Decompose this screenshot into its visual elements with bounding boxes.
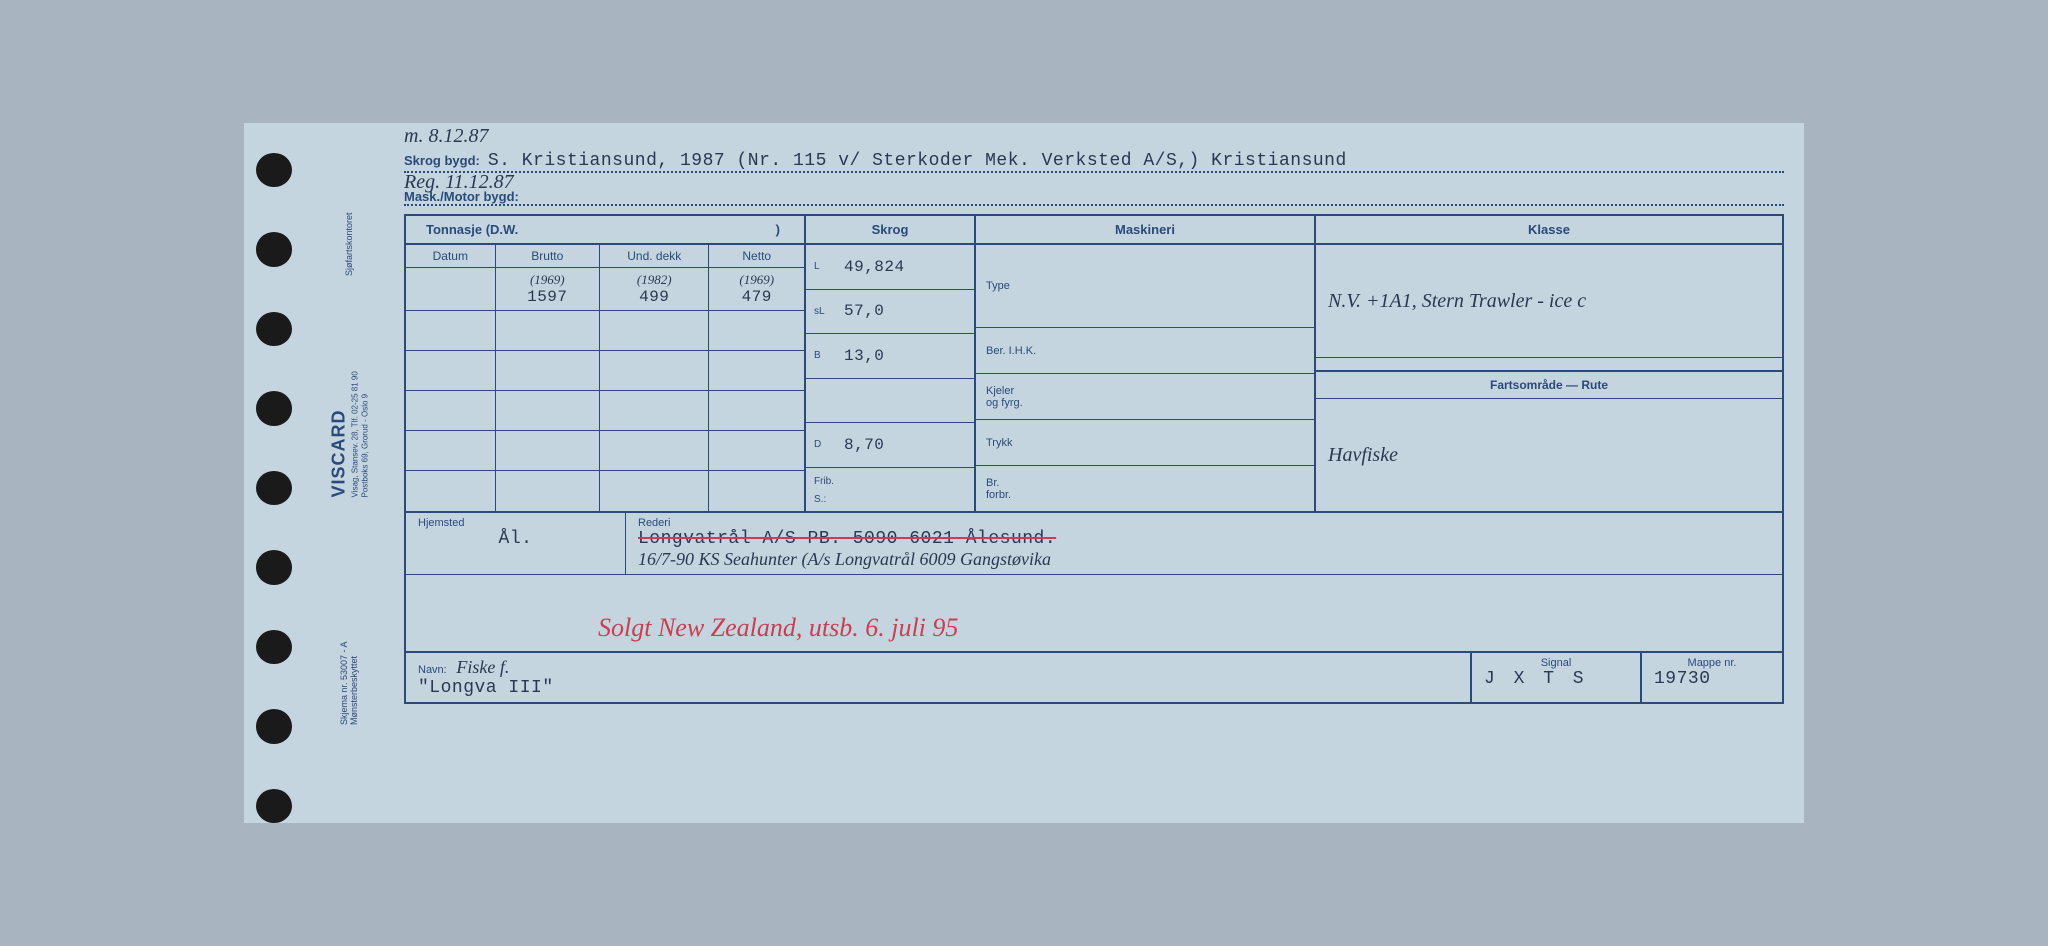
table-header: Tonnasje (D.W. ) Skrog Maskineri Klasse	[406, 216, 1782, 245]
viscard-logo: VISCARD Visag, Stansev. 28, Tlf. 02-25 8…	[329, 438, 370, 498]
hole	[256, 471, 292, 505]
skrog-block: L 49,824 sL 57,0 B 13,0 D 8,70	[806, 245, 976, 511]
mappe-cell: Mappe nr. 19730	[1642, 653, 1782, 702]
navn-cell: Navn: Fiske f. "Longva III"	[406, 653, 1472, 702]
th-maskineri: Maskineri	[976, 216, 1316, 243]
klasse-value-row: N.V. +1A1, Stern Trawler - ice c	[1316, 245, 1782, 358]
hjem-row: Hjemsted Ål. Rederi Longvatrål A/S PB. 5…	[406, 513, 1782, 575]
skrog-L: L 49,824	[806, 245, 974, 290]
punch-holes	[244, 123, 304, 823]
note-reg: Reg. 11.12.87	[404, 171, 514, 194]
rederi-new: 16/7-90 KS Seahunter (A/s Longvatrål 600…	[638, 549, 1770, 570]
hole	[256, 630, 292, 664]
skrog-D: D 8,70	[806, 423, 974, 468]
mask-br: Br. forbr.	[976, 466, 1314, 511]
skrog-frib: Frib. S.:	[806, 468, 974, 512]
th-skrog: Skrog	[806, 216, 976, 243]
klasse-value: N.V. +1A1, Stern Trawler - ice c	[1328, 290, 1586, 313]
mask-bygd-line: Mask./Motor bygd:	[404, 173, 1784, 206]
header-section: m. 8.12.87 Skrog bygd: S. Kristiansund, …	[404, 133, 1784, 206]
cell-brutto: (1969) 1597	[496, 268, 600, 310]
skrog-sL: sL 57,0	[806, 290, 974, 335]
signal-cell: Signal J X T S	[1472, 653, 1642, 702]
hjemsted-cell: Hjemsted Ål.	[406, 513, 626, 574]
cell-und: (1982) 499	[600, 268, 709, 310]
tonnasje-row-empty	[406, 391, 804, 431]
cell-netto: (1969) 479	[709, 268, 804, 310]
navn-prefix: Fiske f.	[456, 657, 509, 677]
tonnasje-row-empty	[406, 471, 804, 511]
tonnasje-row: (1969) 1597 (1982) 499 (1969) 479	[406, 268, 804, 311]
tonnasje-row-empty	[406, 431, 804, 471]
skrog-empty	[806, 379, 974, 424]
navn-value: "Longva III"	[418, 678, 1458, 698]
hjem-section: Hjemsted Ål. Rederi Longvatrål A/S PB. 5…	[404, 513, 1784, 653]
th-tonnasje: Tonnasje (D.W. )	[406, 216, 806, 243]
side-top-text: Sjøfartskontoret	[344, 216, 354, 276]
hole	[256, 153, 292, 187]
mappe-value: 19730	[1654, 669, 1770, 689]
hole	[256, 232, 292, 266]
tonnasje-subheader: Datum Brutto Und. dekk Netto	[406, 245, 804, 268]
mask-ber: Ber. I.H.K.	[976, 328, 1314, 374]
main-table: Tonnasje (D.W. ) Skrog Maskineri Klasse …	[404, 214, 1784, 513]
skrog-bygd-line: Skrog bygd: S. Kristiansund, 1987 (Nr. 1…	[404, 133, 1784, 173]
table-body: Datum Brutto Und. dekk Netto (1969) 1597…	[406, 245, 1782, 511]
tonnasje-row-empty	[406, 351, 804, 391]
hole	[256, 391, 292, 425]
th-brutto: Brutto	[496, 245, 600, 267]
hole	[256, 789, 292, 823]
hole	[256, 550, 292, 584]
skrog-bygd-value: S. Kristiansund, 1987 (Nr. 115 v/ Sterko…	[488, 151, 1347, 171]
hjemsted-value: Ål.	[418, 529, 613, 549]
footer-row: Navn: Fiske f. "Longva III" Signal J X T…	[404, 653, 1784, 704]
mask-kjeler: Kjeler og fyrg.	[976, 374, 1314, 420]
th-und: Und. dekk	[600, 245, 709, 267]
farts-header: Fartsområde — Rute	[1316, 372, 1782, 399]
tonnasje-row-empty	[406, 311, 804, 351]
farts-value-row: Havfiske	[1316, 399, 1782, 511]
th-datum: Datum	[406, 245, 496, 267]
rederi-cell: Rederi Longvatrål A/S PB. 5090 6021 Åles…	[626, 513, 1782, 574]
klasse-empty	[1316, 358, 1782, 372]
rederi-struck: Longvatrål A/S PB. 5090 6021 Ålesund.	[638, 529, 1770, 549]
mask-trykk: Trykk	[976, 420, 1314, 466]
mask-type: Type	[976, 245, 1314, 328]
skrog-bygd-label: Skrog bygd:	[404, 153, 480, 168]
maskineri-block: Type Ber. I.H.K. Kjeler og fyrg. Trykk B…	[976, 245, 1316, 511]
signal-value: J X T S	[1484, 669, 1628, 689]
note-m: m. 8.12.87	[404, 125, 488, 148]
skrog-B: B 13,0	[806, 334, 974, 379]
cell-datum	[406, 268, 496, 310]
klasse-block: N.V. +1A1, Stern Trawler - ice c Fartsom…	[1316, 245, 1782, 511]
hole	[256, 709, 292, 743]
side-bottom-text: Skjema nr. 53007 - A Mønsterbeskyttet	[339, 665, 359, 725]
th-klasse: Klasse	[1316, 216, 1782, 243]
hole	[256, 312, 292, 346]
th-netto: Netto	[709, 245, 804, 267]
index-card: Sjøfartskontoret VISCARD Visag, Stansev.…	[244, 123, 1804, 823]
farts-value: Havfiske	[1328, 444, 1398, 467]
card-body: m. 8.12.87 Skrog bygd: S. Kristiansund, …	[394, 123, 1804, 823]
side-print: Sjøfartskontoret VISCARD Visag, Stansev.…	[319, 123, 379, 823]
hjem-body: Solgt New Zealand, utsb. 6. juli 95	[406, 575, 1782, 651]
sold-note: Solgt New Zealand, utsb. 6. juli 95	[598, 613, 958, 643]
tonnasje-block: Datum Brutto Und. dekk Netto (1969) 1597…	[406, 245, 806, 511]
